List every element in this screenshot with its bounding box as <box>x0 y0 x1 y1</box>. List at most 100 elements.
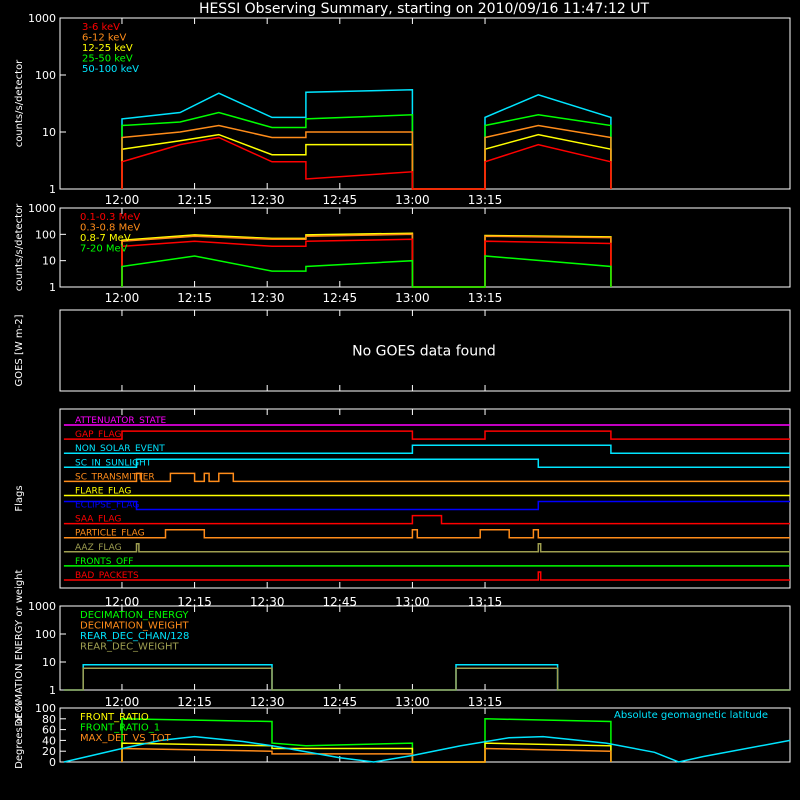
y-tick-label: 80 <box>42 713 56 726</box>
flag-label: ECLIPSE_FLAG <box>75 501 139 511</box>
legend-entry: 0.1-0.3 MeV <box>80 212 140 223</box>
legend-entry: 0.3-0.8 MeV <box>80 223 140 234</box>
legend-entry: DECIMATION_ENERGY <box>80 610 189 621</box>
y-tick-label: 100 <box>35 628 56 641</box>
x-tick-label: 12:15 <box>177 291 212 305</box>
y-tick-label: 1000 <box>28 202 56 215</box>
series-line-rear-dec-weight <box>63 667 790 691</box>
x-tick-label: 13:15 <box>468 193 503 207</box>
series-line-0-3-0-8-mev <box>121 233 612 288</box>
y-axis-label: DECIMATION ENERGY or weight <box>14 569 25 726</box>
x-tick-label: 12:30 <box>250 291 285 305</box>
y-axis-label: counts/s/detector <box>14 203 25 291</box>
series-line-3-6-kev <box>121 136 612 190</box>
panel-5: 12:00 12:15 12:30 12:45 13:00 13:15 1 10 100 1000… <box>14 569 791 726</box>
x-tick-label: 12:45 <box>323 695 358 709</box>
legend-entry: 0.8-7 MeV <box>80 233 131 244</box>
series-line-absolute-geomagnetic-latitude <box>63 735 791 763</box>
series-line-front-ratio-1 <box>121 718 612 763</box>
y-tick-label: 10 <box>42 656 56 669</box>
y-tick-label: 40 <box>42 734 56 747</box>
series-line-0-1-0-3-mev <box>121 238 612 288</box>
flag-label: SC_IN_SUNLIGHT <box>75 458 152 468</box>
legend-entry: 6-12 keV <box>82 33 126 44</box>
flag-label: FLARE_FLAG <box>75 486 131 496</box>
flag-label: GAP_FLAG <box>75 430 121 440</box>
series-line-25-50-kev <box>121 111 612 190</box>
y-axis-label: Flags <box>14 485 25 511</box>
panel-3: GOES [W m-2] No GOES data found <box>14 309 791 392</box>
flag-line <box>63 543 790 553</box>
flag-line <box>63 571 790 581</box>
series-line-7-20-mev <box>121 255 612 288</box>
legend-entry: REAR_DEC_WEIGHT <box>80 642 179 653</box>
y-tick-label: 60 <box>42 724 56 737</box>
flag-line <box>63 528 790 539</box>
x-tick-label: 12:15 <box>177 193 212 207</box>
flag-line <box>63 472 790 483</box>
y-tick-label: 1 <box>49 183 56 196</box>
panel-4: 12:00 12:15 12:30 12:45 13:00 13:15FlagsATTEN… <box>14 408 791 609</box>
flag-line <box>63 514 790 525</box>
legend-entry-right: Absolute geomagnetic latitude <box>614 710 768 721</box>
legend-entry: MAX_DET_VS_TOT <box>80 733 172 744</box>
legend-entry: DECIMATION_WEIGHT <box>80 621 189 632</box>
flag-label: FRONTS_OFF <box>75 557 133 567</box>
series-line-12-25-kev <box>121 133 612 190</box>
y-tick-label: 1000 <box>28 600 56 613</box>
flag-line <box>63 500 790 511</box>
y-tick-label: 100 <box>35 69 56 82</box>
x-tick-label: 13:00 <box>395 291 430 305</box>
y-tick-label: 10 <box>42 255 56 268</box>
panel-frame <box>59 408 791 589</box>
panel-1: 12:00 12:15 12:30 12:45 13:00 13:15 1 10 100 1000… <box>14 12 791 207</box>
y-tick-label: 100 <box>35 702 56 715</box>
x-tick-label: 13:15 <box>468 695 503 709</box>
flag-label: PARTICLE_FLAG <box>75 529 145 539</box>
flag-label: SAA_FLAG <box>75 515 121 525</box>
y-axis-label: GOES [W m-2] <box>14 314 25 386</box>
y-tick-label: 1 <box>49 281 56 294</box>
x-tick-label: 12:00 <box>105 291 140 305</box>
y-tick-label: 1000 <box>28 12 56 25</box>
y-tick-label: 20 <box>42 745 56 758</box>
y-tick-label: 100 <box>35 228 56 241</box>
flag-line <box>63 430 790 440</box>
legend-entry: 3-6 keV <box>82 22 120 33</box>
flag-line <box>63 444 790 454</box>
legend-entry: FRONT_RATIO <box>80 712 149 723</box>
y-tick-label: 10 <box>42 126 56 139</box>
legend-entry: FRONT_RATIO_1 <box>80 723 160 734</box>
x-tick-label: 12:30 <box>250 695 285 709</box>
y-axis-label: counts/s/detector <box>14 59 25 147</box>
panel-message: No GOES data found <box>352 344 496 360</box>
panel-frame <box>59 309 791 392</box>
x-tick-label: 12:00 <box>105 695 140 709</box>
x-tick-label: 12:45 <box>323 193 358 207</box>
y-tick-label: 0 <box>49 756 56 769</box>
flag-label: SC_TRANSMITTER <box>75 472 155 482</box>
x-tick-label: 12:45 <box>323 291 358 305</box>
flag-label: AAZ_FLAG <box>75 543 122 553</box>
flag-line <box>63 458 790 469</box>
panel-2: 12:00 12:15 12:30 12:45 13:00 13:15 1 10 100 1000… <box>14 202 791 305</box>
legend-entry: REAR_DEC_CHAN/128 <box>80 631 189 642</box>
legend-entry: 12-25 keV <box>82 43 133 54</box>
legend-entry: 7-20 MeV <box>80 244 128 255</box>
flag-label: NON_SOLAR_EVENT <box>75 444 165 454</box>
x-tick-label: 13:00 <box>395 695 430 709</box>
series-line-6-12-kev <box>121 124 612 190</box>
x-tick-label: 13:15 <box>468 291 503 305</box>
legend-entry: 50-100 keV <box>82 64 139 75</box>
series-line-front-ratio <box>121 742 612 763</box>
flag-label: ATTENUATOR_STATE <box>75 416 167 426</box>
figure-title: HESSI Observing Summary, starting on 201… <box>199 1 650 17</box>
x-tick-label: 12:30 <box>250 193 285 207</box>
series-line-max-det-vs-tot <box>121 747 612 763</box>
series-line-50-100-kev <box>121 89 612 190</box>
y-tick-label: 1 <box>49 684 56 697</box>
legend-entry: 25-50 keV <box>82 54 133 65</box>
x-tick-label: 13:00 <box>395 193 430 207</box>
